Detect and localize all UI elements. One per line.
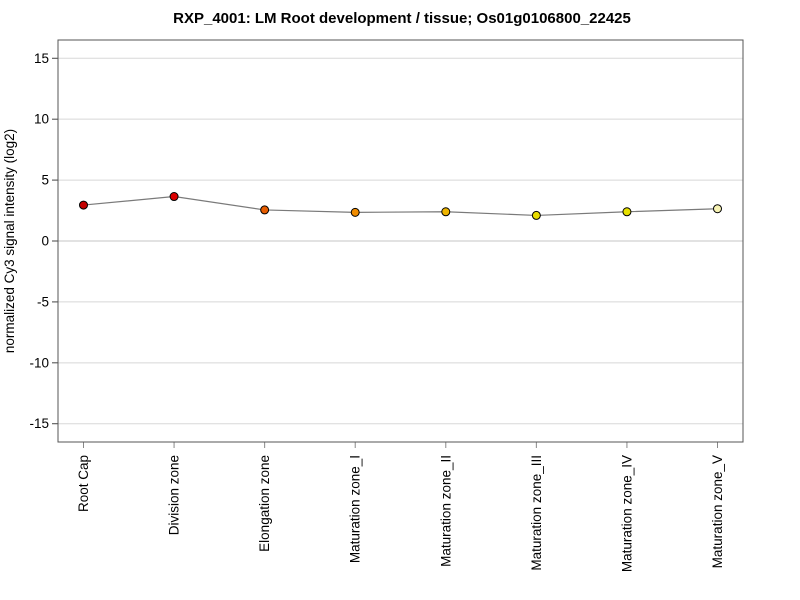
x-category-label: Maturation zone_III [529,455,544,571]
data-point [713,204,722,214]
y-tick-label: 0 [41,234,49,249]
data-point [441,207,451,217]
plot-area: -15 -10 -5 0 5 10 15 Root Cap Division zone Elong… [29,39,744,572]
y-tick-label: -5 [37,294,49,309]
y-axis-title: normalized Cy3 signal intensity (log2) [2,129,17,353]
data-point [79,200,88,210]
data-point [622,207,632,217]
x-category-label: Maturation zone_IV [619,455,634,572]
x-category-label: Root Cap [76,455,91,512]
x-category-label: Division zone [167,455,182,535]
data-point [169,192,179,202]
y-tick-label: -15 [29,416,49,431]
data-point [260,205,270,215]
x-category-label: Maturation zone_V [710,455,725,568]
chart-title: RXP_4001: LM Root development / tissue; … [173,10,631,27]
y-tick-label: -10 [29,355,49,370]
y-tick-label: 15 [34,51,49,66]
x-category-label: Maturation zone_II [438,455,453,567]
y-tick-label: 10 [34,112,49,127]
data-point [531,210,541,220]
series-line [83,195,718,217]
plot-border [57,39,744,443]
x-category-label: Maturation zone_I [348,455,363,563]
data-point [350,207,360,217]
y-tick-label: 5 [41,173,49,188]
x-category-label: Elongation zone [257,455,272,552]
